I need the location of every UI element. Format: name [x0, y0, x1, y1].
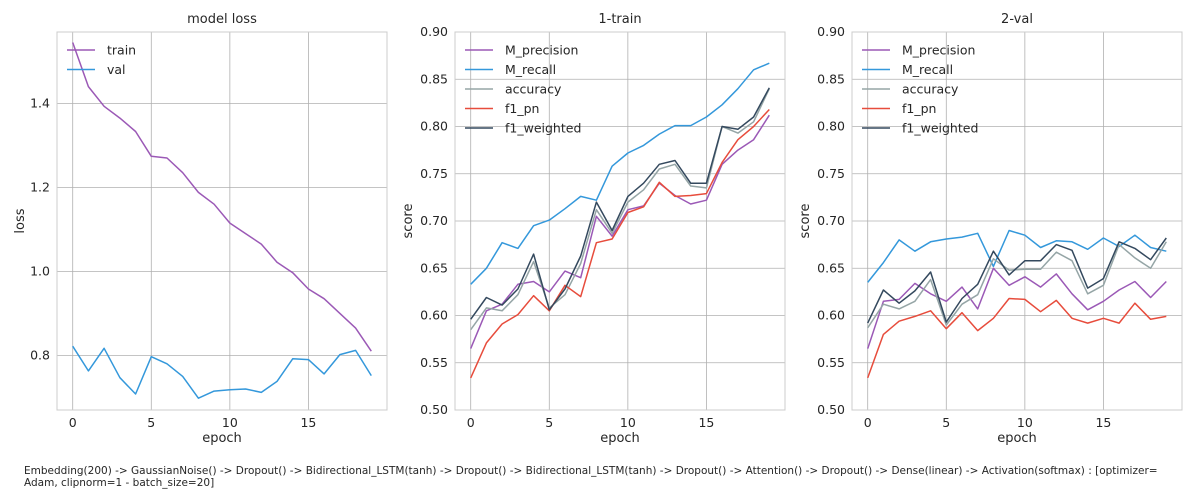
x-tick-label: 10 [222, 415, 238, 430]
legend-label: f1_weighted [902, 121, 978, 136]
legend-label: val [107, 62, 126, 77]
series-line-f1-weighted [867, 237, 1167, 324]
x-tick-label: 15 [300, 415, 316, 430]
series-line-f1-weighted [470, 87, 770, 320]
series-line-m-precision [470, 114, 770, 349]
x-tick-label: 15 [1095, 415, 1111, 430]
series-line-f1-pn [866, 297, 1167, 379]
y-tick-label: 0.65 [420, 260, 448, 275]
chart-panel-3: 0.50 0.55 0.60 0.65 0.70 0.75 0.80 0.85 0.90 0 5 10… [798, 12, 1183, 446]
y-tick-label: 0.55 [420, 355, 448, 370]
x-axis-label: epoch [202, 431, 242, 446]
x-tick-label: 5 [942, 415, 950, 430]
legend: M_precision M_recall accuracy f1_pn f1_weigh… [862, 43, 978, 136]
legend-label: train [107, 43, 136, 58]
y-tick-label: 0.85 [817, 71, 845, 86]
legend: M_precision M_recall accuracy f1_pn f1_weigh… [465, 43, 581, 136]
plot-area-frame [56, 31, 388, 411]
legend-label: M_recall [505, 62, 556, 77]
chart-title: 2-val [1001, 12, 1033, 27]
x-axis-label: epoch [600, 431, 640, 446]
legend-label: f1_weighted [505, 121, 581, 136]
legend-label: M_precision [902, 43, 975, 58]
y-tick-label: 0.70 [817, 213, 845, 228]
y-tick-label: 1.0 [30, 263, 50, 278]
x-tick-label: 0 [69, 415, 77, 430]
series-line-val [72, 345, 372, 399]
legend-label: accuracy [505, 82, 562, 97]
chart-panel-1: 0.8 1.0 1.2 1.4 0 5 10 15 model loss epoch loss tra… [13, 12, 388, 446]
series-line-m-precision [866, 267, 1167, 349]
y-tick-label: 0.80 [817, 119, 845, 134]
x-tick-label: 5 [147, 415, 155, 430]
legend-label: M_recall [902, 62, 953, 77]
x-tick-label: 0 [467, 415, 475, 430]
y-tick-label: 0.65 [817, 260, 845, 275]
y-tick-label: 1.2 [30, 179, 50, 194]
y-tick-label: 0.70 [420, 213, 448, 228]
y-axis-label: score [401, 204, 416, 239]
y-tick-label: 0.60 [420, 308, 448, 323]
y-tick-label: 1.4 [30, 95, 50, 110]
series-line-accuracy [867, 241, 1167, 329]
legend-label: f1_pn [505, 101, 539, 116]
y-tick-label: 0.50 [420, 402, 448, 417]
legend-label: f1_pn [902, 101, 936, 116]
y-axis-label: loss [13, 208, 28, 233]
x-axis-label: epoch [997, 431, 1037, 446]
y-tick-label: 0.55 [817, 355, 845, 370]
x-tick-label: 0 [864, 415, 872, 430]
x-tick-label: 5 [545, 415, 553, 430]
plot-area-frame [851, 31, 1183, 411]
legend-label: M_precision [505, 43, 578, 58]
y-tick-label: 0.50 [817, 402, 845, 417]
legend: train val [67, 43, 136, 77]
model-caption: Embedding(200) -> GaussianNoise() -> Dro… [24, 465, 1158, 489]
y-tick-label: 0.85 [420, 71, 448, 86]
y-tick-label: 0.75 [420, 166, 448, 181]
y-tick-label: 0.80 [420, 119, 448, 134]
x-tick-label: 10 [1017, 415, 1033, 430]
series-line-m-recall [867, 229, 1167, 283]
series-line-m-recall [470, 62, 770, 285]
y-tick-label: 0.60 [817, 308, 845, 323]
chart-title: model loss [187, 12, 257, 27]
chart-title: 1-train [598, 12, 641, 27]
x-tick-label: 10 [620, 415, 636, 430]
chart-panel-2: 0.50 0.55 0.60 0.65 0.70 0.75 0.80 0.85 0.90 0 5 10… [401, 12, 786, 446]
series-line-f1-pn [470, 108, 770, 379]
legend-label: accuracy [902, 82, 959, 97]
y-tick-label: 0.90 [420, 24, 448, 39]
plot-area-frame [454, 31, 786, 411]
series-line-train [71, 42, 372, 352]
x-tick-label: 15 [698, 415, 714, 430]
y-tick-label: 0.90 [817, 24, 845, 39]
y-tick-label: 0.8 [30, 347, 50, 362]
y-axis-label: score [798, 204, 813, 239]
y-tick-label: 0.75 [817, 166, 845, 181]
